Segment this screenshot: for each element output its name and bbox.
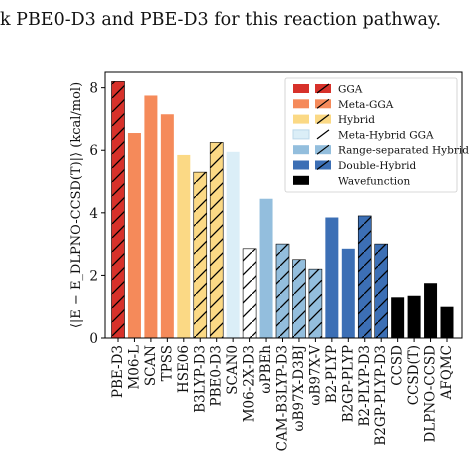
bar-19	[407, 295, 421, 338]
x-tick-label-5: HSE06	[176, 345, 192, 393]
legend-hatch-line-5	[316, 144, 330, 155]
y-tick-label-3: 6	[89, 143, 98, 159]
legend-swatch-6	[293, 160, 309, 170]
x-tick-label-13: ωB97X-V	[307, 345, 323, 406]
x-tick-label-14: B2-PLYP	[324, 345, 340, 403]
bar-hatch-13	[308, 269, 322, 338]
legend-hatch-line-4	[316, 129, 330, 140]
legend-label-2: Meta-GGA	[338, 99, 394, 111]
bar-hatch-11	[276, 244, 289, 338]
bar-10	[259, 198, 273, 338]
legend-hatch-line-1	[316, 83, 330, 94]
x-tick-label-6: B3LYP-D3	[192, 345, 208, 413]
bar-14	[325, 217, 339, 338]
x-tick-label-10: ωPBEh	[258, 345, 274, 394]
x-tick-label-1: PBE-D3	[110, 345, 126, 398]
x-tick-label-17: B2GP-PLYP-D3	[373, 345, 389, 446]
x-tick-label-8: SCAN0	[225, 345, 241, 395]
legend-swatch-5	[293, 145, 309, 155]
x-tick-label-19: CCSD(T)	[406, 345, 422, 405]
bar-hatch-6	[193, 172, 207, 338]
bar-18	[391, 297, 405, 338]
legend-swatch-3	[293, 114, 309, 124]
bar-5	[177, 154, 191, 338]
x-tick-label-9: M06-2X-D3	[242, 345, 258, 422]
bar-hatch-17	[374, 244, 388, 338]
bar-20	[424, 283, 438, 338]
x-tick-label-2: M06-L	[126, 345, 142, 390]
x-tick-label-18: CCSD	[390, 345, 406, 386]
legend-label-7: Wavefunction	[338, 175, 410, 187]
legend-swatch-7	[293, 175, 309, 185]
bar-8	[226, 151, 240, 338]
legend-label-4: Meta-Hybrid GGA	[338, 129, 434, 141]
x-tick-label-3: SCAN	[143, 345, 159, 386]
bar-3	[144, 95, 158, 339]
y-axis-label: ⟨|E − E_DLPNO-CCSD(T)|⟩ (kcal/mol)	[69, 82, 84, 328]
x-tick-label-4: TPSS	[159, 345, 175, 381]
x-tick-label-12: ωB97X-D3BJ	[291, 345, 307, 432]
legend-label-3: Hybrid	[338, 114, 375, 126]
y-tick-label-0: 0	[89, 331, 98, 347]
bar-2	[127, 133, 141, 338]
legend-swatch-1	[293, 84, 309, 93]
bar-hatch-12	[292, 259, 306, 338]
legend-label-5: Range-separated Hybrid	[338, 145, 469, 157]
bar-4	[160, 114, 174, 338]
bar-hatch-9	[243, 248, 257, 338]
figure-caption: k PBE0-D3 and PBE-D3 for this reaction p…	[0, 10, 442, 30]
legend-label-6: Double-Hybrid	[338, 160, 417, 172]
legend-hatch-line-6	[316, 160, 330, 170]
legend-label-1: GGA	[338, 84, 363, 96]
y-tick-label-1: 2	[89, 268, 98, 284]
legend-swatch-4	[292, 129, 310, 140]
legend-swatch-2	[293, 99, 309, 109]
bar-hatch-16	[358, 215, 372, 338]
plot-frame	[104, 71, 463, 339]
legend-hatch-line-3	[316, 114, 330, 125]
bar-21	[440, 306, 454, 338]
y-tick-label-4: 8	[89, 81, 98, 97]
x-tick-label-16: B2-PLYP-D3	[357, 345, 373, 427]
bar-hatch-1	[111, 81, 125, 338]
x-tick-label-7: PBE0-D3	[209, 345, 225, 406]
x-tick-label-15: B2GP-PLYP	[340, 345, 356, 422]
bar-15	[341, 248, 355, 338]
x-tick-label-20: DLPNO-CCSD	[423, 345, 439, 443]
legend-hatch-line-2	[316, 98, 330, 109]
x-tick-label-11: CAM-B3LYP-D3	[275, 345, 291, 451]
y-tick-label-2: 4	[89, 206, 98, 222]
x-tick-label-21: AFQMC	[439, 345, 455, 400]
bar-hatch-7	[210, 142, 224, 338]
